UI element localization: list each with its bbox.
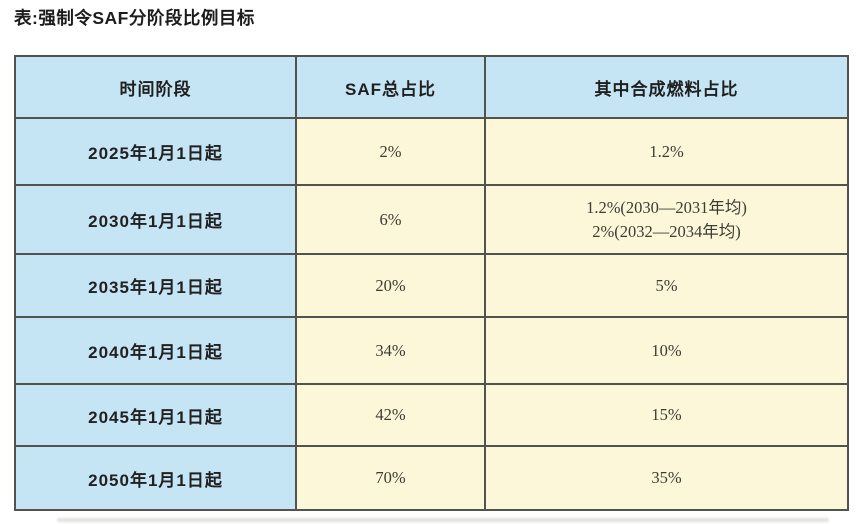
synthetic-value: 10% <box>651 340 682 360</box>
header-time-phase: 时间阶段 <box>14 55 297 119</box>
table-caption: 表:强制令SAF分阶段比例目标 <box>14 8 255 28</box>
synthetic-value-line-1: 1.2%(2030—2031年均) <box>586 197 747 217</box>
saf-total-cell: 34% <box>295 316 486 385</box>
table-row: 2035年1月1日起 20% 5% <box>14 253 849 318</box>
synthetic-cell: 1.2%(2030—2031年均) 2%(2032—2034年均) <box>484 184 849 255</box>
synthetic-cell: 35% <box>484 445 849 511</box>
period-cell: 2040年1月1日起 <box>14 316 297 385</box>
saf-total-cell: 70% <box>295 445 486 511</box>
period-cell: 2045年1月1日起 <box>14 383 297 447</box>
period-cell: 2035年1月1日起 <box>14 253 297 318</box>
table-header-row: 时间阶段 SAF总占比 其中合成燃料占比 <box>14 55 849 119</box>
header-synthetic-share: 其中合成燃料占比 <box>484 55 849 119</box>
saf-total-cell: 42% <box>295 383 486 447</box>
saf-total-cell: 20% <box>295 253 486 318</box>
synthetic-value: 15% <box>651 405 682 425</box>
synthetic-value: 1.2% <box>649 141 684 161</box>
synthetic-cell: 1.2% <box>484 117 849 186</box>
synthetic-value-line-2: 2%(2032—2034年均) <box>592 221 741 241</box>
table-row: 2040年1月1日起 34% 10% <box>14 316 849 385</box>
table-row: 2050年1月1日起 70% 35% <box>14 445 849 511</box>
synthetic-cell: 5% <box>484 253 849 318</box>
synthetic-cell: 15% <box>484 383 849 447</box>
period-cell: 2050年1月1日起 <box>14 445 297 511</box>
synthetic-value: 5% <box>655 275 678 295</box>
synthetic-cell: 10% <box>484 316 849 385</box>
saf-total-cell: 2% <box>295 117 486 186</box>
cropped-content-fragment <box>57 518 829 522</box>
period-cell: 2025年1月1日起 <box>14 117 297 186</box>
header-saf-total: SAF总占比 <box>295 55 486 119</box>
saf-total-cell: 6% <box>295 184 486 255</box>
saf-targets-table: 时间阶段 SAF总占比 其中合成燃料占比 2025年1月1日起 2% 1.2% … <box>14 55 849 511</box>
synthetic-value: 35% <box>651 468 682 488</box>
table-row: 2025年1月1日起 2% 1.2% <box>14 117 849 186</box>
table-row: 2045年1月1日起 42% 15% <box>14 383 849 447</box>
period-cell: 2030年1月1日起 <box>14 184 297 255</box>
table-row: 2030年1月1日起 6% 1.2%(2030—2031年均) 2%(2032—… <box>14 184 849 255</box>
